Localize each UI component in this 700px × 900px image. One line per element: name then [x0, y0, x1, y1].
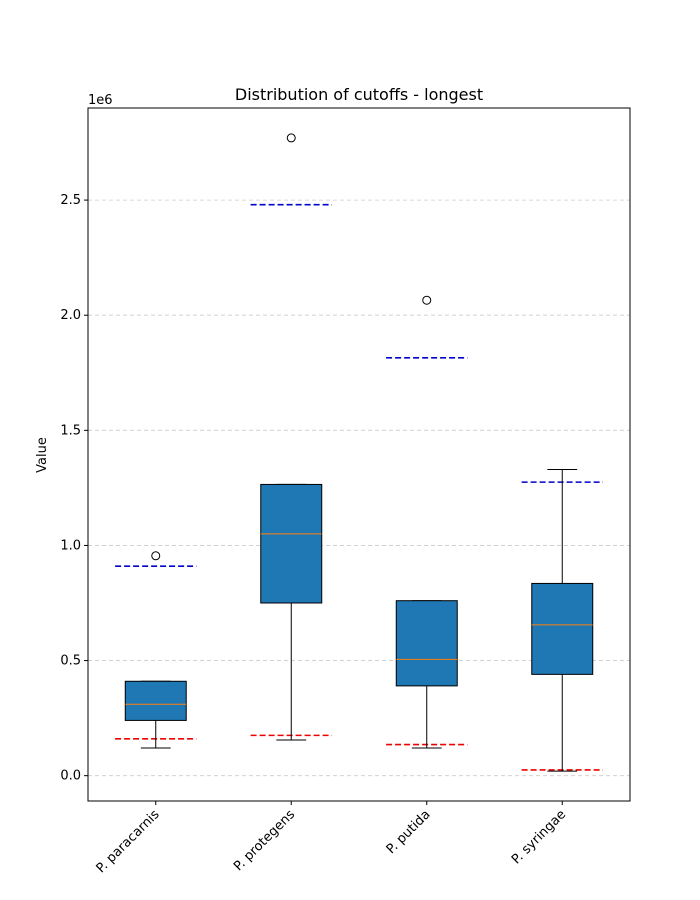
x-tick-label: P. putida	[384, 807, 434, 857]
box-group	[395, 295, 458, 749]
box-group	[260, 133, 323, 741]
reference-lines	[115, 203, 603, 771]
y-tick-label: 0.5	[60, 654, 81, 669]
y-tick-label: 2.5	[60, 193, 81, 208]
iqr-box	[260, 483, 323, 604]
y-axis-ticks: 0.0 0.5 1.0 1.5 2.0 2.5	[60, 193, 88, 784]
box-group	[531, 468, 594, 772]
outlier-point	[422, 295, 432, 305]
x-axis-ticks: P. paracarnis P. protegens P. putida P. syr…	[94, 801, 569, 876]
y-axis-label: Value	[35, 437, 50, 473]
chart-title: Distribution of cutoffs - longest	[235, 85, 483, 104]
outlier-point	[151, 551, 161, 561]
iqr-box	[531, 582, 594, 675]
iqr-box	[124, 680, 187, 721]
iqr-box	[395, 600, 458, 687]
box-group	[124, 551, 187, 749]
y-tick-label: 1.0	[60, 538, 81, 553]
y-axis-offset-label: 1e6	[88, 93, 113, 108]
x-tick-label: P. syringae	[509, 807, 569, 867]
x-tick-label: P. protegens	[231, 807, 298, 874]
y-tick-label: 0.0	[60, 769, 81, 784]
y-tick-label: 1.5	[60, 423, 81, 438]
plot-frame	[87, 107, 631, 802]
outlier-point	[286, 133, 296, 143]
x-tick-label: P. paracarnis	[94, 807, 163, 876]
y-tick-label: 2.0	[60, 308, 81, 323]
boxes	[124, 133, 594, 772]
